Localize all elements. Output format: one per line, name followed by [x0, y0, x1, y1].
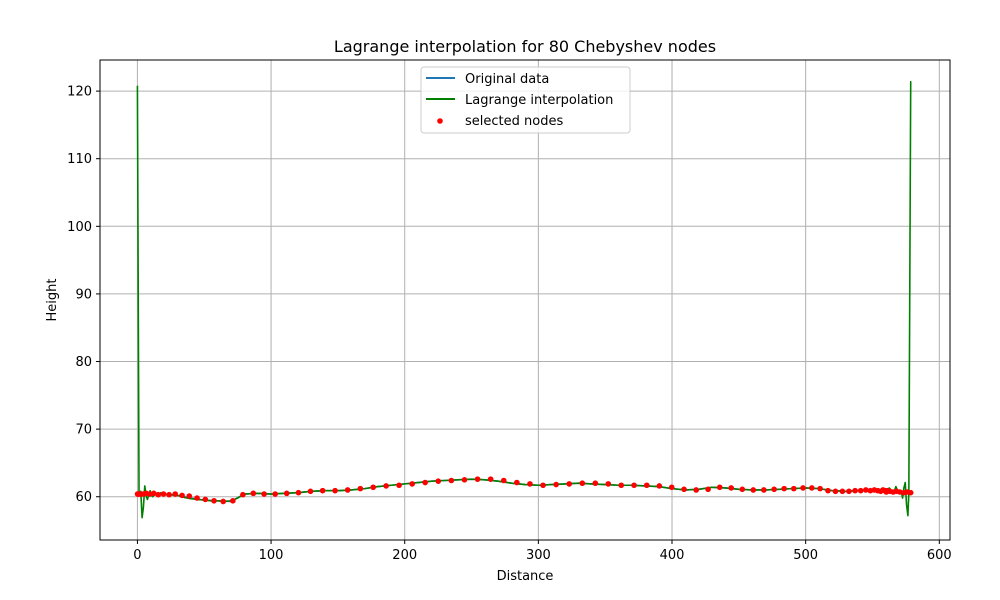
- selected-node-point: [832, 488, 839, 495]
- selected-node-point: [261, 491, 267, 497]
- selected-node-point: [817, 485, 823, 492]
- plot-area: [134, 80, 914, 519]
- selected-node-point: [166, 491, 172, 498]
- y-tick-label: 100: [67, 220, 92, 235]
- selected-node-point: [705, 486, 711, 493]
- y-tick-label: 120: [67, 85, 92, 100]
- selected-node-point: [295, 489, 302, 496]
- y-tick-label: 60: [75, 490, 92, 505]
- selected-node-point: [230, 497, 236, 504]
- selected-node-point: [852, 487, 858, 494]
- selected-node-point: [240, 491, 246, 498]
- selected-node-point: [160, 491, 167, 497]
- selected-node-point: [540, 482, 546, 489]
- chart-title: Lagrange interpolation for 80 Chebyshev …: [334, 37, 716, 56]
- selected-node-point: [435, 478, 442, 484]
- selected-node-point: [668, 484, 675, 491]
- legend-interpolation-label: Lagrange interpolation: [465, 93, 613, 108]
- selected-node-point: [150, 490, 157, 497]
- selected-node-point: [631, 482, 637, 489]
- x-tick-label: 400: [660, 548, 685, 563]
- selected-node-point: [186, 493, 193, 499]
- selected-node-point: [693, 487, 699, 493]
- selected-node-point: [194, 495, 200, 501]
- selected-node-point: [448, 477, 455, 484]
- x-axis-label: Distance: [497, 569, 554, 584]
- selected-node-point: [155, 491, 162, 498]
- selected-node-point: [307, 488, 314, 495]
- x-tick-label: 500: [793, 548, 818, 563]
- selected-node-point: [656, 483, 663, 489]
- selected-node-point: [739, 486, 746, 493]
- selected-node-point: [592, 480, 599, 487]
- selected-node-point: [250, 490, 257, 497]
- y-tick-label: 70: [75, 423, 92, 438]
- selected-node-point: [487, 476, 494, 482]
- selected-node-point: [283, 490, 290, 497]
- selected-node-point: [357, 485, 364, 492]
- selected-node-point: [605, 481, 612, 487]
- selected-node-point: [474, 476, 481, 482]
- legend: Original data Lagrange interpolation sel…: [420, 66, 631, 134]
- selected-node-point: [272, 491, 279, 497]
- selected-node-point: [907, 489, 914, 496]
- selected-node-point: [618, 482, 625, 489]
- selected-node-point: [681, 486, 687, 493]
- selected-node-point: [370, 484, 376, 491]
- selected-node-point: [716, 484, 723, 491]
- selected-node-point: [846, 488, 852, 495]
- selected-node-point: [344, 487, 351, 493]
- selected-node-point: [750, 487, 757, 493]
- selected-node-point: [863, 487, 869, 493]
- selected-node-point: [396, 482, 402, 489]
- selected-node-point: [761, 487, 767, 493]
- selected-node-point: [579, 480, 586, 487]
- selected-node-point: [728, 485, 735, 491]
- selected-node-point: [800, 485, 806, 491]
- selected-node-point: [839, 488, 846, 495]
- selected-node-point: [643, 482, 650, 489]
- selected-node-point: [422, 479, 428, 486]
- x-tick-label: 100: [259, 548, 284, 563]
- selected-node-point: [781, 485, 787, 492]
- axis-ticks: 0 100 200 300 400 500 600 60 70 80 90 100 110 120: [67, 85, 952, 563]
- legend-nodes-label: selected nodes: [465, 114, 563, 129]
- x-tick-label: 300: [526, 548, 551, 563]
- selected-node-point: [179, 492, 185, 499]
- selected-node-point: [332, 487, 338, 494]
- y-tick-label: 90: [75, 287, 92, 302]
- selected-node-point: [319, 487, 326, 494]
- selected-node-point: [211, 497, 217, 504]
- legend-original-label: Original data: [465, 72, 549, 87]
- selected-node-point: [500, 477, 507, 484]
- x-tick-label: 0: [133, 548, 141, 563]
- legend-box: [420, 66, 631, 134]
- selected-node-point: [809, 485, 815, 491]
- selected-node-point: [383, 483, 389, 489]
- selected-node-point: [220, 498, 227, 505]
- y-tick-label: 80: [75, 355, 92, 370]
- selected-node-point: [771, 486, 777, 493]
- selected-node-point: [461, 477, 468, 483]
- axes-frame: [99, 59, 951, 541]
- selected-node-point: [409, 481, 416, 487]
- selected-node-point: [857, 487, 864, 494]
- y-axis-label: Height: [45, 279, 60, 322]
- legend-nodes-swatch: [437, 118, 443, 124]
- selected-node-point: [566, 481, 573, 487]
- selected-node-point: [790, 485, 797, 492]
- selected-node-point: [553, 481, 559, 488]
- x-tick-label: 200: [392, 548, 417, 563]
- selected-node-point: [527, 481, 533, 487]
- selected-node-point: [514, 479, 520, 486]
- selected-node-point: [172, 491, 179, 497]
- selected-node-point: [202, 496, 209, 503]
- y-tick-label: 110: [67, 152, 92, 167]
- x-tick-label: 600: [927, 548, 952, 563]
- selected-node-point: [825, 487, 831, 494]
